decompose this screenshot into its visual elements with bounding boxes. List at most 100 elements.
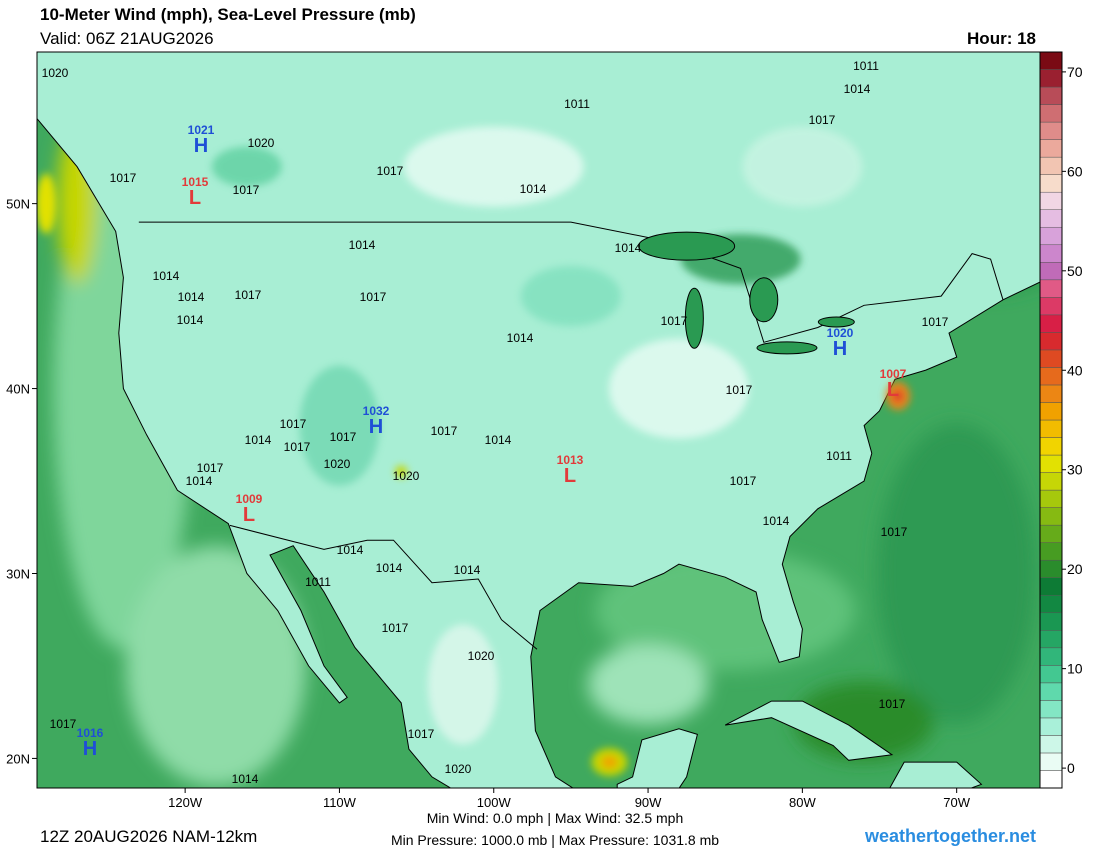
colorbar-swatch	[1039, 612, 1063, 631]
colorbar-tick-label: 60	[1067, 163, 1083, 179]
isobar-label: 1014	[507, 331, 534, 345]
colorbar-swatch	[1039, 139, 1063, 158]
isobar-label: 1014	[520, 182, 547, 196]
colorbar-swatch	[1039, 647, 1063, 666]
colorbar-swatch	[1039, 332, 1063, 351]
wind-blob	[299, 365, 380, 486]
colorbar-swatch	[1039, 384, 1063, 403]
colorbar-swatch	[1039, 349, 1063, 368]
center-symbol: L	[564, 465, 576, 487]
wind-range: Min Wind: 0.0 mph | Max Wind: 32.5 mph	[427, 810, 684, 826]
colorbar-swatch	[1039, 51, 1063, 70]
colorbar-swatch	[1039, 630, 1063, 649]
wind-blob	[608, 338, 749, 439]
wind-blob	[125, 545, 306, 786]
lat-tick-label: 30N	[6, 566, 30, 581]
colorbar-swatch	[1039, 262, 1063, 281]
lat-tick-label: 50N	[6, 197, 30, 212]
lake	[684, 287, 704, 349]
lon-tick-label: 90W	[635, 795, 662, 810]
isobar-label: 1017	[330, 430, 357, 444]
center-symbol: L	[189, 187, 201, 209]
pressure-range: Min Pressure: 1000.0 mb | Max Pressure: …	[391, 832, 719, 848]
colorbar-swatch	[1039, 174, 1063, 193]
colorbar-tick-label: 30	[1067, 462, 1083, 478]
landmass	[724, 700, 894, 761]
isobar-label: 1017	[280, 417, 307, 431]
lake	[749, 277, 779, 323]
colorbar-swatch	[1039, 244, 1063, 263]
colorbar-tick-label: 0	[1067, 760, 1075, 776]
wind-blob	[37, 173, 57, 234]
lat-tick-label: 20N	[6, 751, 30, 766]
center-symbol: H	[833, 338, 847, 360]
isobar-label: 1017	[377, 164, 404, 178]
isobar-label: 1014	[245, 433, 272, 447]
colorbar-swatch	[1039, 770, 1063, 789]
isobar-label: 1017	[284, 440, 311, 454]
isobar-label: 1011	[826, 449, 852, 463]
isobar-label: 1017	[881, 525, 908, 539]
isobar-label: 1014	[186, 474, 213, 488]
colorbar-swatch	[1039, 507, 1063, 526]
isobar-label: 1020	[42, 66, 69, 80]
wind-blob	[893, 389, 904, 402]
isobar-label: 1014	[178, 290, 205, 304]
land-wind-field	[211, 126, 863, 745]
wind-blob	[211, 146, 282, 187]
lake	[756, 341, 818, 355]
colorbar-swatch	[1039, 454, 1063, 473]
center-pressure: 1009	[236, 492, 263, 506]
wind-blob	[520, 266, 621, 327]
isobar-label: 1020	[324, 457, 351, 471]
isobar-label: 1011	[853, 59, 879, 73]
isobar-label: 1020	[445, 762, 472, 776]
lon-tick-label: 120W	[168, 795, 203, 810]
isobar-label: 1017	[382, 621, 409, 635]
colorbar-swatch	[1039, 226, 1063, 246]
colorbar-swatch	[1039, 297, 1063, 316]
isobar-label: 1014	[349, 238, 376, 252]
center-symbol: L	[243, 504, 255, 526]
center-pressure: 1015	[182, 175, 209, 189]
isobar-label: 1017	[879, 697, 906, 711]
model-run: 12Z 20AUG2026 NAM-12km	[40, 827, 257, 846]
wind-blob	[427, 624, 498, 745]
border	[229, 524, 538, 650]
isobar-label: 1011	[564, 97, 590, 111]
land	[37, 52, 1040, 788]
landmass	[889, 761, 983, 788]
wind-maxima	[37, 173, 911, 777]
colorbar-swatch	[1039, 682, 1063, 701]
colorbar-swatch	[1039, 665, 1063, 684]
isobar-label: 1014	[232, 772, 259, 786]
colorbar-tick-label: 70	[1067, 64, 1083, 80]
isobar-label: 1020	[468, 649, 495, 663]
colorbar-swatch	[1039, 752, 1063, 771]
center-pressure: 1032	[363, 404, 390, 418]
colorbar-swatch	[1039, 735, 1063, 754]
isobar-label: 1020	[248, 136, 275, 150]
lat-tick-label: 40N	[6, 382, 30, 397]
isobar-label: 1014	[485, 433, 512, 447]
colorbar-swatch	[1039, 402, 1063, 421]
isobar-label: 1017	[661, 314, 688, 328]
colorbar-swatch	[1039, 279, 1063, 298]
isobar-label: 1017	[197, 461, 224, 475]
colorbar-swatch	[1039, 104, 1063, 123]
isobar-label: 1017	[408, 727, 435, 741]
colorbar-swatch	[1039, 121, 1063, 140]
isobar-label: 1017	[730, 474, 757, 488]
colorbar-tick-label: 40	[1067, 362, 1083, 378]
site-credit: weathertogether.net	[864, 826, 1036, 846]
center-pressure: 1013	[557, 453, 584, 467]
isobar-label: 1014	[454, 563, 481, 577]
lon-tick-label: 100W	[477, 795, 512, 810]
colorbar-swatch	[1039, 472, 1063, 491]
colorbar: 0 10 20 30 40 50 60 70	[1039, 51, 1083, 789]
isobar-label: 1014	[615, 241, 642, 255]
isobar-label: 1014	[337, 543, 364, 557]
isobar-label: 1014	[844, 82, 871, 96]
